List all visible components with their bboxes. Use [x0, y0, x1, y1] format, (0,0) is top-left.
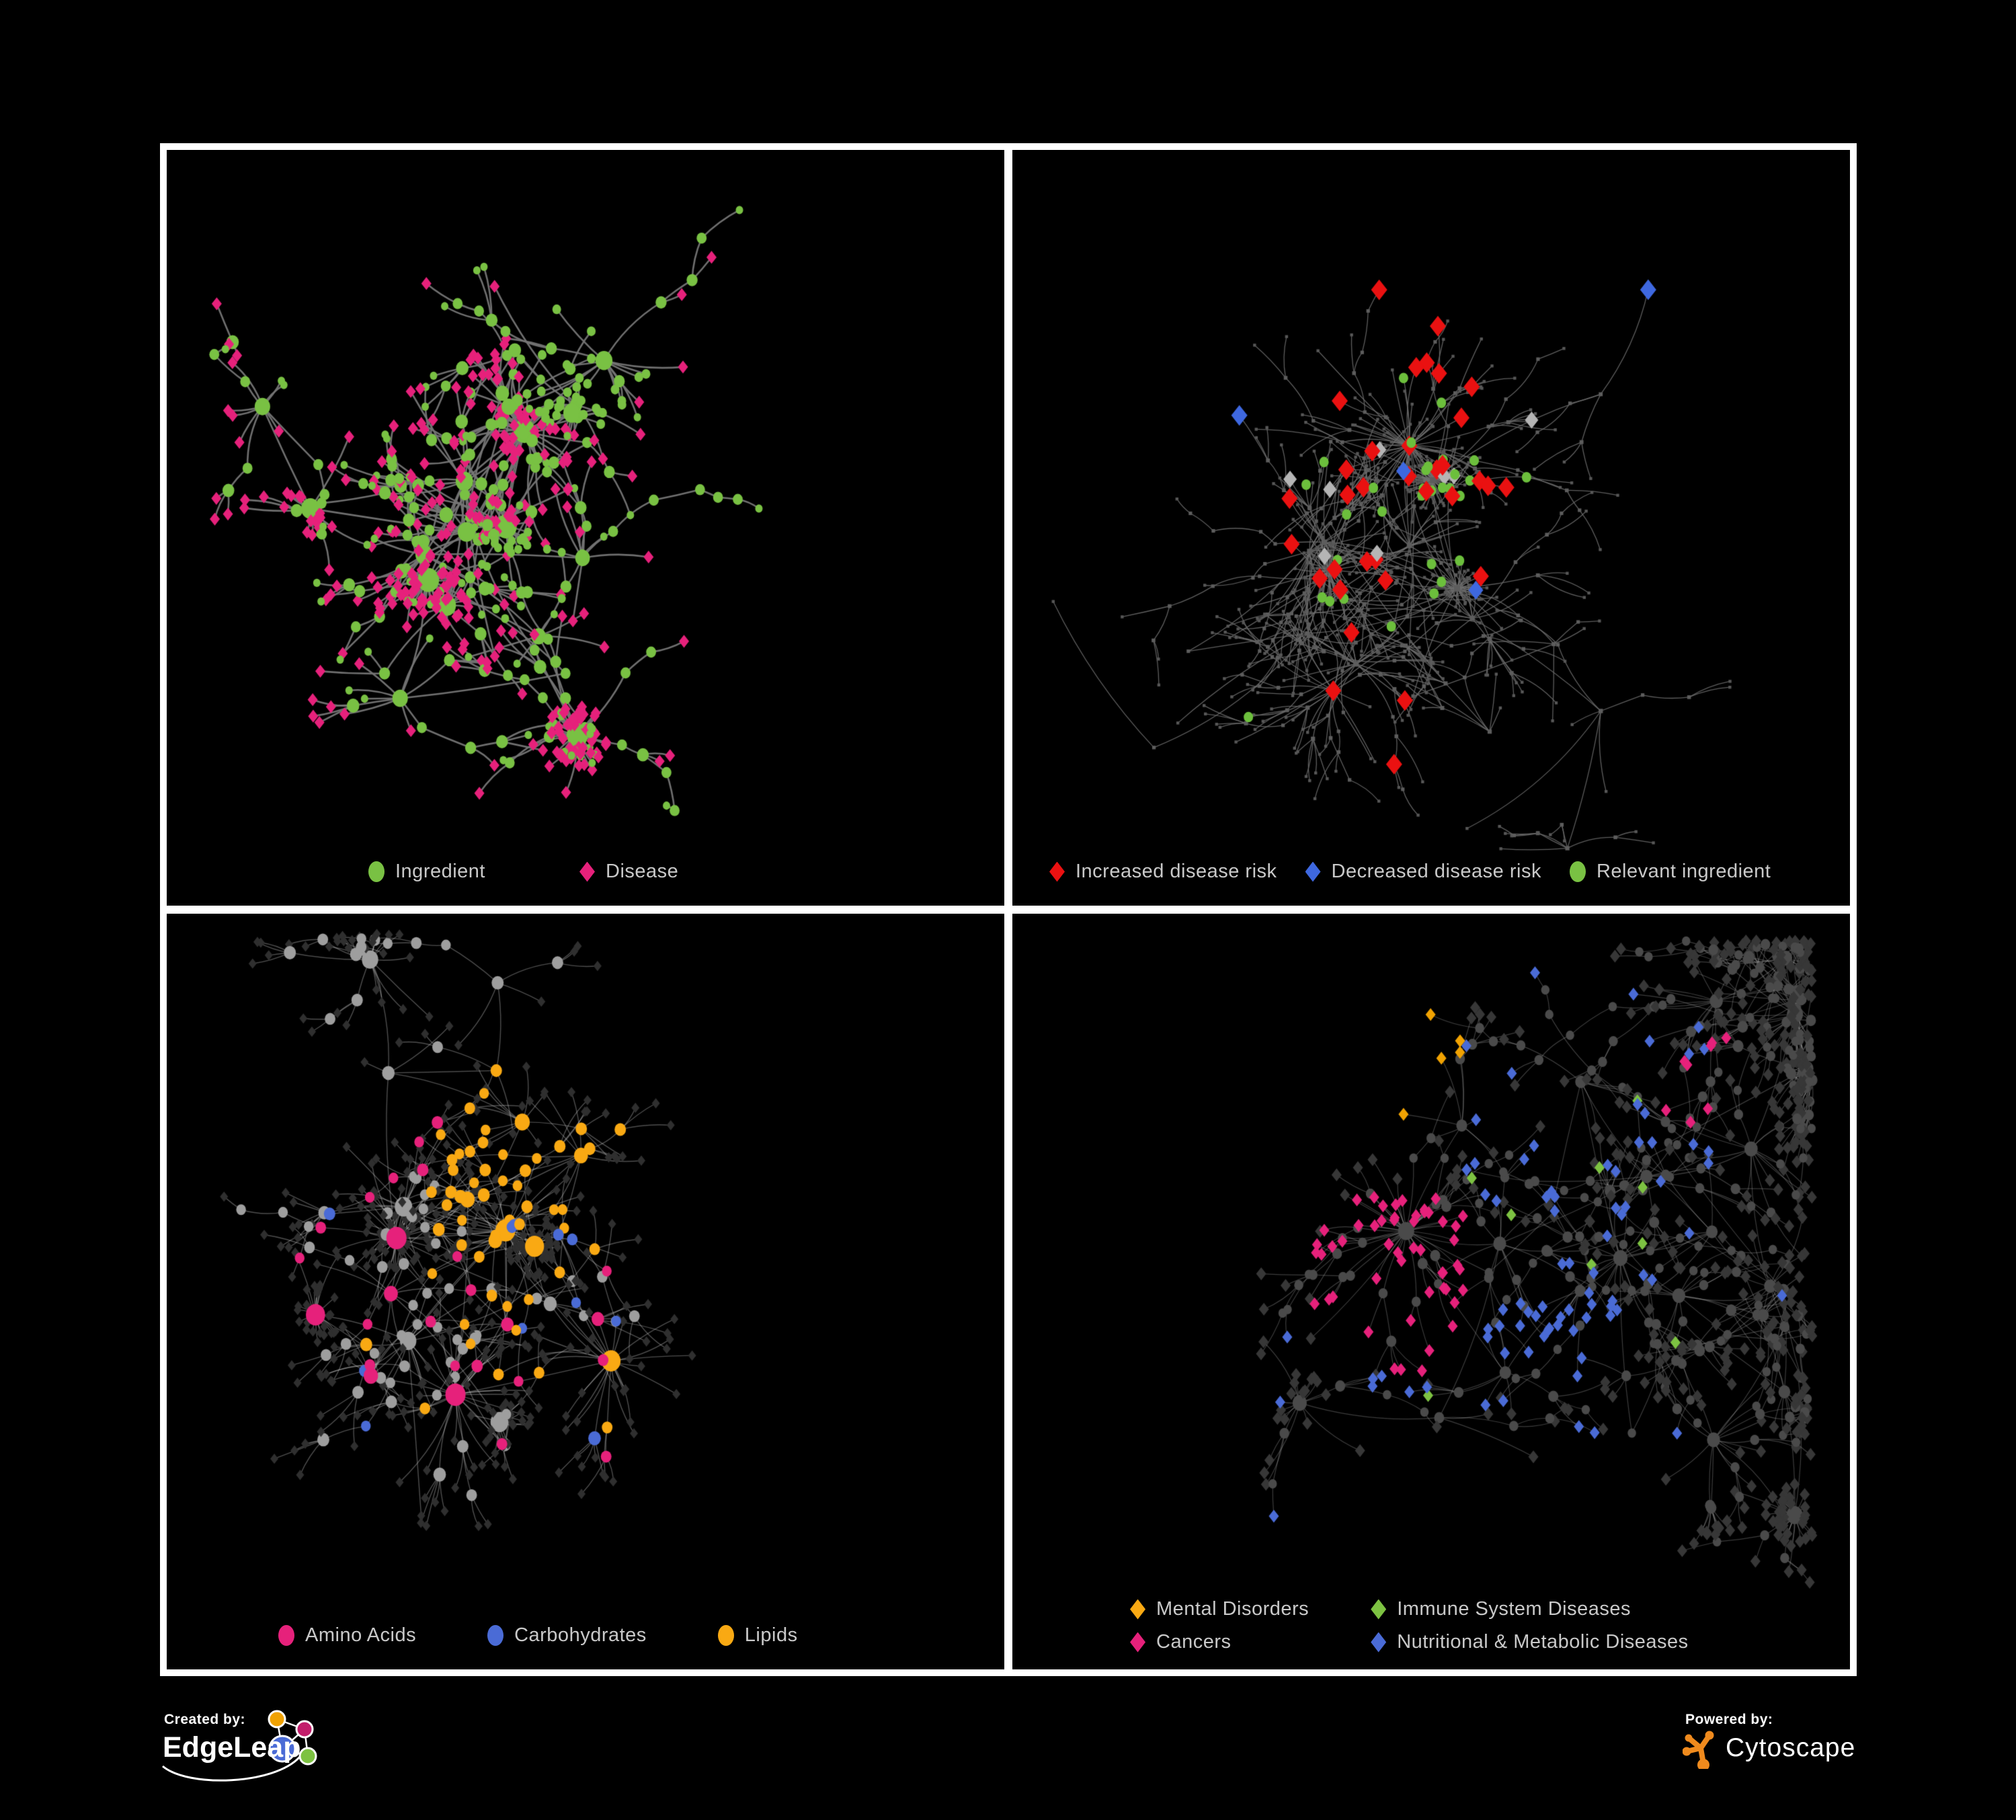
legend-item: Cancers [1130, 1631, 1309, 1653]
legend-swatch-circle-icon [487, 1625, 504, 1646]
powered-by-label: Powered by: [1685, 1712, 1773, 1727]
nutrient-class-network-canvas [167, 914, 1004, 1669]
disease-class-network-canvas [1012, 914, 1850, 1669]
legend-label: Carbohydrates [514, 1624, 647, 1646]
legend-label: Immune System Diseases [1397, 1598, 1631, 1620]
legend-item: Carbohydrates [487, 1624, 647, 1647]
panel-legend: Amino Acids Carbohydrates Lipids [278, 1624, 798, 1647]
legend-item: Lipids [717, 1624, 798, 1647]
legend-swatch-diamond-icon [1305, 861, 1321, 882]
edgeleap-node-pink [295, 1720, 314, 1739]
legend-item: Immune System Diseases [1371, 1598, 1688, 1620]
legend-item: Nutritional & Metabolic Diseases [1371, 1631, 1688, 1653]
cytoscape-wordmark: Cytoscape [1726, 1733, 1856, 1762]
panel-nutrient-classes: Amino Acids Carbohydrates Lipids [167, 914, 1004, 1669]
panel-legend: Increased disease risk Decreased disease … [1049, 861, 1771, 883]
legend-label: Mental Disorders [1156, 1598, 1309, 1620]
panel-disease-classes: Mental Disorders Immune System Diseases Ca… [1012, 914, 1850, 1669]
panel-legend: Mental Disorders Immune System Diseases Ca… [1130, 1598, 1689, 1653]
edgeleap-node-green [298, 1747, 317, 1766]
legend-label: Increased disease risk [1076, 861, 1277, 882]
legend-swatch-diamond-icon [1130, 1599, 1145, 1620]
legend-label: Ingredient [395, 861, 485, 882]
legend-item: Decreased disease risk [1305, 861, 1541, 883]
legend-swatch-circle-icon [368, 861, 385, 882]
legend-label: Lipids [744, 1624, 798, 1646]
legend-item: Disease [579, 861, 678, 883]
legend-label: Amino Acids [305, 1624, 417, 1646]
legend-swatch-diamond-icon [1371, 1632, 1387, 1653]
powered-by-block: Powered by: Cytoscape [1683, 1710, 1911, 1784]
edgeleap-node-blue [268, 1735, 296, 1763]
legend-item: Amino Acids [278, 1624, 416, 1647]
legend-swatch-diamond-icon [1049, 861, 1065, 882]
created-by-block: Created by: EdgeLeap [161, 1710, 350, 1804]
created-by-label: Created by: [164, 1712, 246, 1727]
legend-label: Relevant ingredient [1596, 861, 1771, 882]
panel-ingredient-disease: Ingredient Disease [167, 150, 1004, 906]
disease-risk-network-canvas [1012, 150, 1850, 906]
legend-swatch-circle-icon [278, 1625, 294, 1646]
legend-label: Decreased disease risk [1331, 861, 1541, 882]
ingredient-disease-network-canvas [167, 150, 1004, 906]
legend-swatch-circle-icon [1569, 861, 1586, 882]
network-figure-grid: Ingredient Disease Increased disease risk… [160, 143, 1857, 1676]
cytoscape-logo-icon [1683, 1731, 1714, 1769]
panel-legend: Ingredient Disease [368, 861, 678, 883]
legend-swatch-diamond-icon [579, 861, 595, 882]
legend-item: Mental Disorders [1130, 1598, 1309, 1620]
legend-item: Increased disease risk [1049, 861, 1277, 883]
edgeleap-swoosh [162, 1755, 301, 1782]
edgeleap-logo-icon [162, 1710, 317, 1782]
legend-label: Disease [606, 861, 679, 882]
edgeleap-wordmark: EdgeLeap [163, 1731, 301, 1764]
legend-label: Cancers [1156, 1631, 1232, 1653]
edgeleap-node-orange [268, 1710, 286, 1729]
legend-swatch-diamond-icon [1130, 1632, 1145, 1653]
panel-disease-risk: Increased disease risk Decreased disease … [1012, 150, 1850, 906]
legend-swatch-circle-icon [717, 1625, 734, 1646]
legend-swatch-diamond-icon [1371, 1599, 1387, 1620]
legend-label: Nutritional & Metabolic Diseases [1397, 1631, 1689, 1653]
legend-item: Relevant ingredient [1569, 861, 1771, 883]
legend-item: Ingredient [368, 861, 485, 883]
